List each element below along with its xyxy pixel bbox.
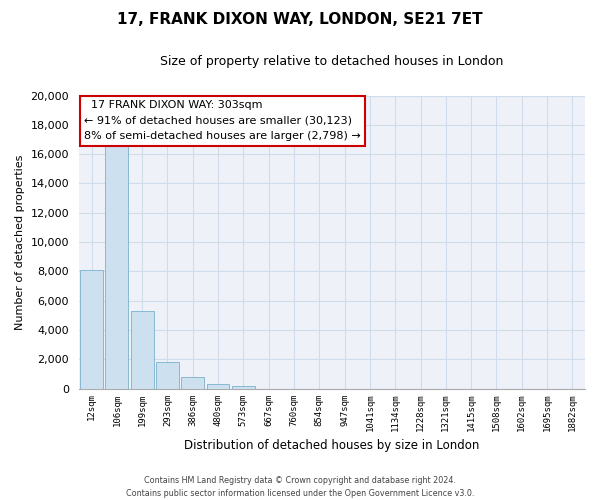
Bar <box>181 377 204 388</box>
X-axis label: Distribution of detached houses by size in London: Distribution of detached houses by size … <box>184 440 479 452</box>
Text: Contains HM Land Registry data © Crown copyright and database right 2024.
Contai: Contains HM Land Registry data © Crown c… <box>126 476 474 498</box>
Title: Size of property relative to detached houses in London: Size of property relative to detached ho… <box>160 55 503 68</box>
Bar <box>232 386 255 388</box>
Bar <box>156 362 179 388</box>
Text: 17 FRANK DIXON WAY: 303sqm
← 91% of detached houses are smaller (30,123)
8% of s: 17 FRANK DIXON WAY: 303sqm ← 91% of deta… <box>84 100 361 141</box>
Y-axis label: Number of detached properties: Number of detached properties <box>15 154 25 330</box>
Bar <box>206 384 229 388</box>
Bar <box>106 146 128 388</box>
Text: 17, FRANK DIXON WAY, LONDON, SE21 7ET: 17, FRANK DIXON WAY, LONDON, SE21 7ET <box>117 12 483 28</box>
Bar <box>80 270 103 388</box>
Bar <box>131 311 154 388</box>
